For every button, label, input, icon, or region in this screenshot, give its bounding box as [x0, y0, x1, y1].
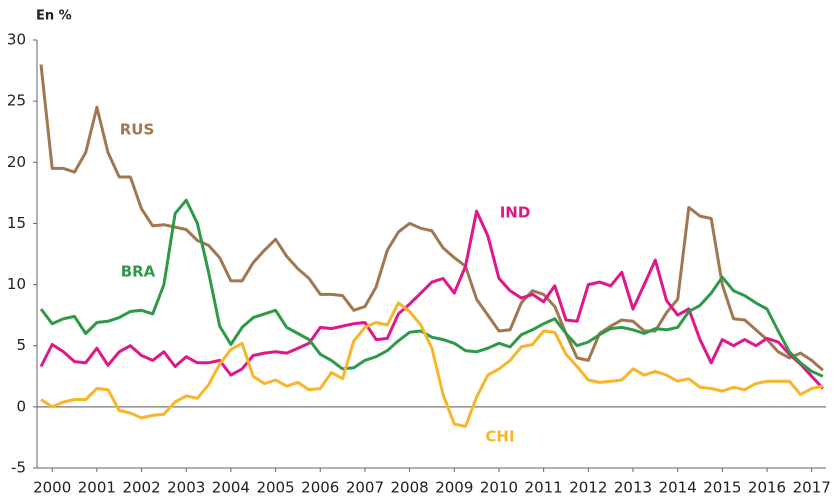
- x-tick-label: 2007: [346, 479, 384, 497]
- y-tick-label: 30: [7, 31, 26, 49]
- series-line: [39, 198, 824, 378]
- y-tick-label: 5: [16, 336, 26, 354]
- y-tick-label: 10: [7, 275, 26, 293]
- x-tick-label: 2010: [480, 479, 518, 497]
- series-label: CHI: [485, 428, 514, 446]
- x-tick-label: 2001: [78, 479, 116, 497]
- y-tick-label: 25: [7, 92, 26, 110]
- series-label: RUS: [120, 121, 155, 139]
- x-tick-label: 2013: [614, 479, 652, 497]
- y-tick-label: 0: [16, 397, 26, 415]
- y-tick-label: 20: [7, 153, 26, 171]
- x-tick-label: 2015: [703, 479, 741, 497]
- series-label: IND: [500, 204, 531, 222]
- x-tick-label: 2014: [659, 479, 697, 497]
- series-label: BRA: [121, 263, 156, 281]
- x-tick-label: 2005: [256, 479, 294, 497]
- x-tick-label: 2006: [301, 479, 339, 497]
- x-tick-label: 2003: [167, 479, 205, 497]
- y-tick-label: -5: [11, 459, 26, 477]
- x-tick-label: 2009: [435, 479, 473, 497]
- y-axis-label: En %: [36, 9, 72, 24]
- x-tick-label: 2017: [793, 479, 831, 497]
- y-tick-label: 15: [7, 214, 26, 232]
- x-tick-label: 2011: [525, 479, 563, 497]
- x-tick-label: 2016: [748, 479, 786, 497]
- series-line: [39, 64, 824, 372]
- x-tick-label: 2004: [212, 479, 250, 497]
- x-tick-label: 2008: [391, 479, 429, 497]
- series-line: [39, 209, 825, 390]
- x-tick-label: 2002: [122, 479, 160, 497]
- x-tick-label: 2000: [33, 479, 71, 497]
- x-tick-label: 2012: [569, 479, 607, 497]
- series-line: [40, 301, 824, 428]
